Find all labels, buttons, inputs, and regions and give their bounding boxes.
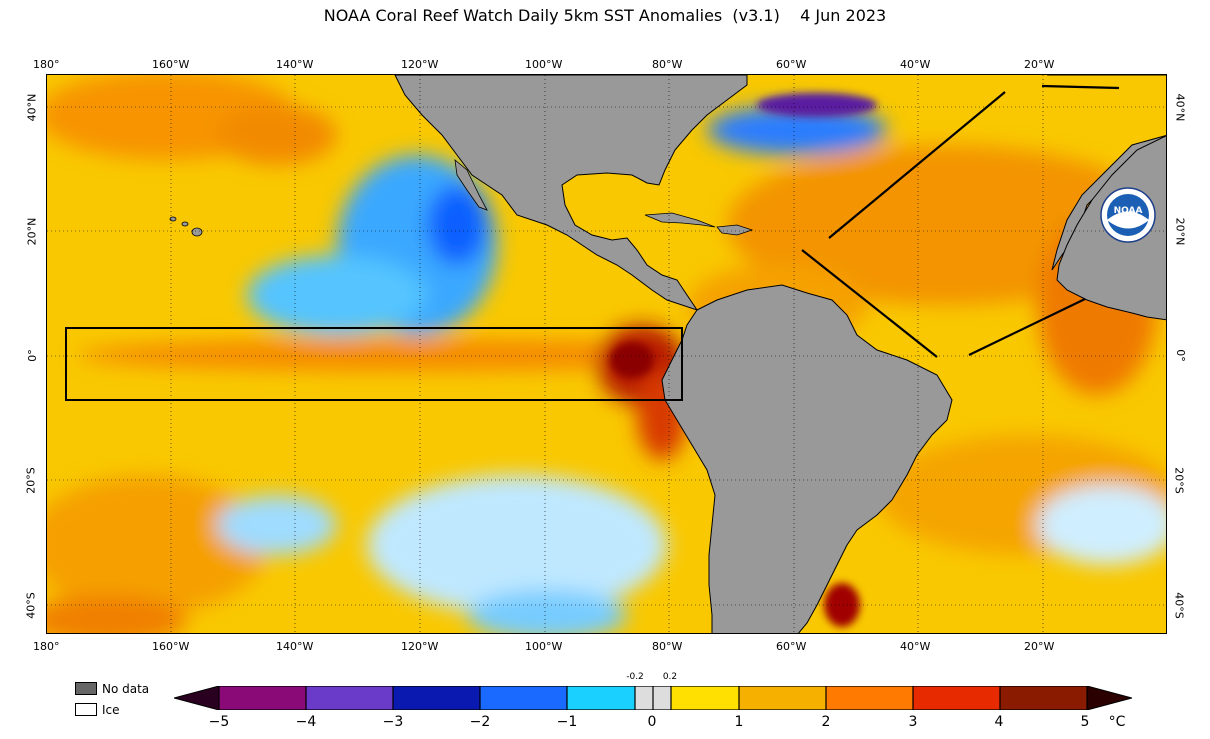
colorbar-bin <box>393 686 480 710</box>
lat-label-left: 0° <box>25 349 39 362</box>
lon-label-top: 120°W <box>401 58 439 71</box>
gulfstream-deep <box>757 93 877 117</box>
atlantic-line <box>801 249 938 358</box>
land-hispaniola <box>716 224 754 236</box>
colorbar-bin <box>567 686 635 710</box>
colorbar-tick: −3 <box>382 714 404 730</box>
nino-region-box <box>65 327 683 401</box>
map-title: NOAA Coral Reef Watch Daily 5km SST Anom… <box>323 6 887 25</box>
lon-label-bottom: 80°W <box>652 640 683 653</box>
lon-label-bottom: 40°W <box>900 640 931 653</box>
lon-label-bottom: 20°W <box>1024 640 1055 653</box>
colorbar-tick: 5 <box>1080 714 1090 730</box>
colorbar-small-tick: -0.2 <box>626 672 644 682</box>
colorbar-tick: −1 <box>556 714 578 730</box>
colorbar-bin <box>913 686 1000 710</box>
colorbar-bin <box>306 686 393 710</box>
sst-anomaly-map: NOAA <box>46 74 1167 634</box>
colorbar-tick: −5 <box>208 714 230 730</box>
colorbar-bin <box>1000 686 1087 710</box>
warm-patch-ssp <box>47 595 187 633</box>
lon-label-top: 60°W <box>776 58 807 71</box>
lon-label-bottom: 140°W <box>276 640 314 653</box>
colorbar-bin <box>219 686 306 710</box>
noaa-logo: NOAA <box>1100 187 1156 243</box>
colorbar <box>174 686 1132 710</box>
warm-patch-sp <box>47 475 267 615</box>
colorbar-tick: −2 <box>469 714 491 730</box>
colorbar-bin <box>480 686 567 710</box>
eq-warm-band <box>77 339 737 371</box>
lat-label-right: 20°S <box>1172 467 1186 494</box>
sa-patch-hot <box>824 583 860 627</box>
cool-patch-sp3 <box>467 590 627 633</box>
nodata-label: No data <box>102 682 150 696</box>
cool-patch-gulf <box>707 105 887 155</box>
lon-label-top: 100°W <box>525 58 563 71</box>
colorbar-tick: 4 <box>994 714 1004 730</box>
cool-patch-sp2 <box>217 495 337 555</box>
lat-label-left: 20°S <box>24 467 38 494</box>
lat-label-right: 0° <box>1173 349 1187 362</box>
cool-patch-sp <box>367 475 667 615</box>
colorbar-tick: 1 <box>734 714 744 730</box>
colorbar-tick: 0 <box>647 714 657 730</box>
land-hawaii <box>169 216 177 222</box>
lon-label-bottom: 60°W <box>776 640 807 653</box>
colorbar-tick: −4 <box>295 714 317 730</box>
lat-label-left: 20°N <box>25 217 39 246</box>
colorbar-tick: 3 <box>908 714 918 730</box>
cool-patch-ne-pac3 <box>427 185 487 265</box>
lat-label-right: 40°S <box>1172 592 1186 619</box>
cool-patch-ne-pac2 <box>247 255 427 335</box>
colorbar-bin <box>671 686 739 710</box>
atlantic-line <box>968 298 1086 356</box>
lat-label-right: 20°N <box>1173 217 1187 246</box>
atlantic-line <box>1041 84 1120 90</box>
land-cuba <box>644 212 716 228</box>
colorbar-arrow-left <box>174 686 220 710</box>
colorbar-bin <box>635 686 653 710</box>
lat-label-left: 40°S <box>24 592 38 619</box>
lon-label-top: 40°W <box>900 58 931 71</box>
ice-label: Ice <box>102 703 120 717</box>
lon-label-top: 80°W <box>652 58 683 71</box>
ice-swatch <box>75 703 97 716</box>
lon-label-bottom: 100°W <box>525 640 563 653</box>
lon-label-top: 140°W <box>276 58 314 71</box>
lon-label-bottom: 180° <box>33 640 60 653</box>
warm-patch-n <box>217 105 337 165</box>
land-hawaii <box>191 227 203 237</box>
lon-label-bottom: 120°W <box>401 640 439 653</box>
colorbar-arrow-right <box>1086 686 1132 710</box>
lon-label-top: 160°W <box>152 58 190 71</box>
colorbar-tick: 2 <box>821 714 831 730</box>
nodata-swatch <box>75 682 97 695</box>
land-baja <box>454 159 488 211</box>
cool-patch-satl <box>1037 485 1166 565</box>
lat-label-left: 40°N <box>25 93 39 122</box>
colorbar-bin <box>826 686 913 710</box>
lon-label-top: 20°W <box>1024 58 1055 71</box>
atlantic-line <box>828 91 1006 239</box>
colorbar-bin <box>739 686 826 710</box>
svg-text:NOAA: NOAA <box>1114 206 1143 216</box>
colorbar-small-tick: 0.2 <box>662 672 678 682</box>
eq-core <box>610 342 654 378</box>
colorbar-unit: °C <box>1108 714 1126 730</box>
land-north-america <box>394 75 748 311</box>
colorbar-bin <box>653 686 671 710</box>
lat-label-right: 40°N <box>1173 93 1187 122</box>
land-south-america <box>661 284 953 633</box>
land-hawaii <box>181 221 189 227</box>
lon-label-top: 180° <box>33 58 60 71</box>
lon-label-bottom: 160°W <box>152 640 190 653</box>
